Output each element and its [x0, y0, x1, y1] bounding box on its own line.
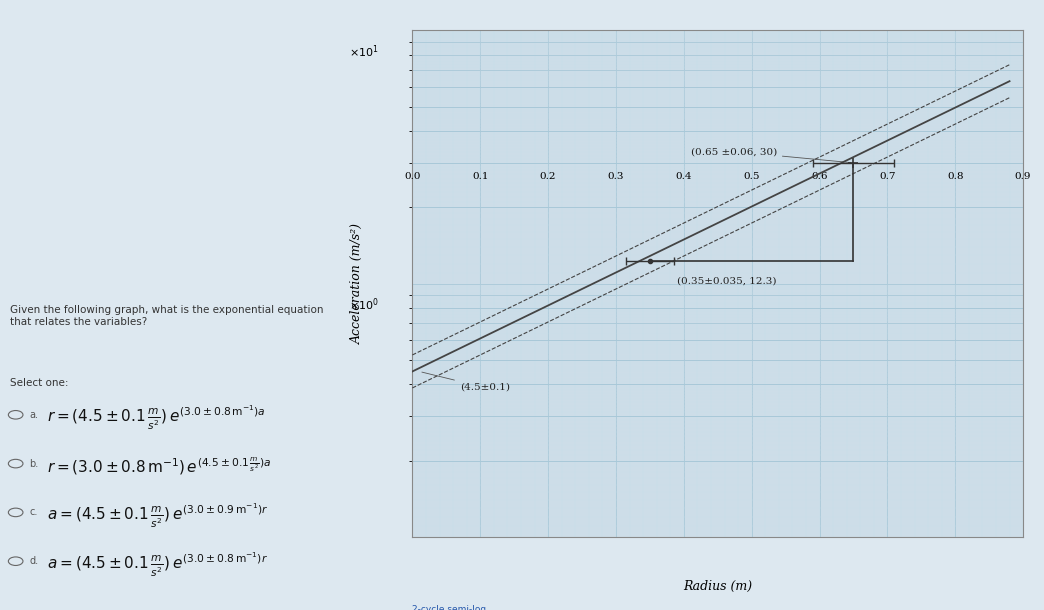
Text: 0.5: 0.5 [743, 172, 760, 181]
Text: b.: b. [29, 459, 39, 468]
Text: 0.1: 0.1 [472, 172, 489, 181]
Text: (0.65 ±0.06, 30): (0.65 ±0.06, 30) [691, 147, 851, 163]
Text: $\times10^{0}$: $\times10^{0}$ [349, 296, 379, 313]
Text: $a=(4.5\pm0.1\,\frac{m}{s^2})\,e^{(3.0\pm0.8\,\mathrm{m}^{-1})r}$: $a=(4.5\pm0.1\,\frac{m}{s^2})\,e^{(3.0\p… [47, 550, 268, 579]
Text: 0.7: 0.7 [879, 172, 896, 181]
Text: (4.5±0.1): (4.5±0.1) [422, 372, 509, 392]
Text: $r=(4.5\pm0.1\,\frac{m}{s^2})\,e^{(3.0\pm0.8\,\mathrm{m}^{-1})a}$: $r=(4.5\pm0.1\,\frac{m}{s^2})\,e^{(3.0\p… [47, 403, 266, 432]
Text: $r=(3.0\pm0.8\,\mathrm{m}^{-1})\,e^{(4.5\pm0.1\,\frac{m}{s^2})a}$: $r=(3.0\pm0.8\,\mathrm{m}^{-1})\,e^{(4.5… [47, 456, 271, 478]
Text: 0.9: 0.9 [1015, 172, 1031, 181]
Text: 0.6: 0.6 [811, 172, 828, 181]
Text: Acceleration (m/s²): Acceleration (m/s²) [351, 223, 364, 344]
Text: $\times10^{1}$: $\times10^{1}$ [349, 43, 379, 60]
Text: 0.3: 0.3 [608, 172, 624, 181]
Text: c.: c. [29, 508, 38, 517]
Text: Select one:: Select one: [10, 378, 69, 388]
Text: 2-cycle semi-log: 2-cycle semi-log [412, 605, 487, 610]
Text: 0.4: 0.4 [675, 172, 692, 181]
Text: $a=(4.5\pm0.1\,\frac{m}{s^2})\,e^{(3.0\pm0.9\,\mathrm{m}^{-1})r}$: $a=(4.5\pm0.1\,\frac{m}{s^2})\,e^{(3.0\p… [47, 501, 268, 530]
Text: Radius (m): Radius (m) [683, 580, 753, 593]
Text: 0.0: 0.0 [404, 172, 421, 181]
Text: Given the following graph, what is the exponential equation
that relates the var: Given the following graph, what is the e… [10, 305, 324, 326]
Text: d.: d. [29, 556, 39, 566]
Text: 0.8: 0.8 [947, 172, 964, 181]
Text: 0.2: 0.2 [540, 172, 556, 181]
Text: (0.35±0.035, 12.3): (0.35±0.035, 12.3) [677, 277, 777, 285]
Text: a.: a. [29, 410, 39, 420]
